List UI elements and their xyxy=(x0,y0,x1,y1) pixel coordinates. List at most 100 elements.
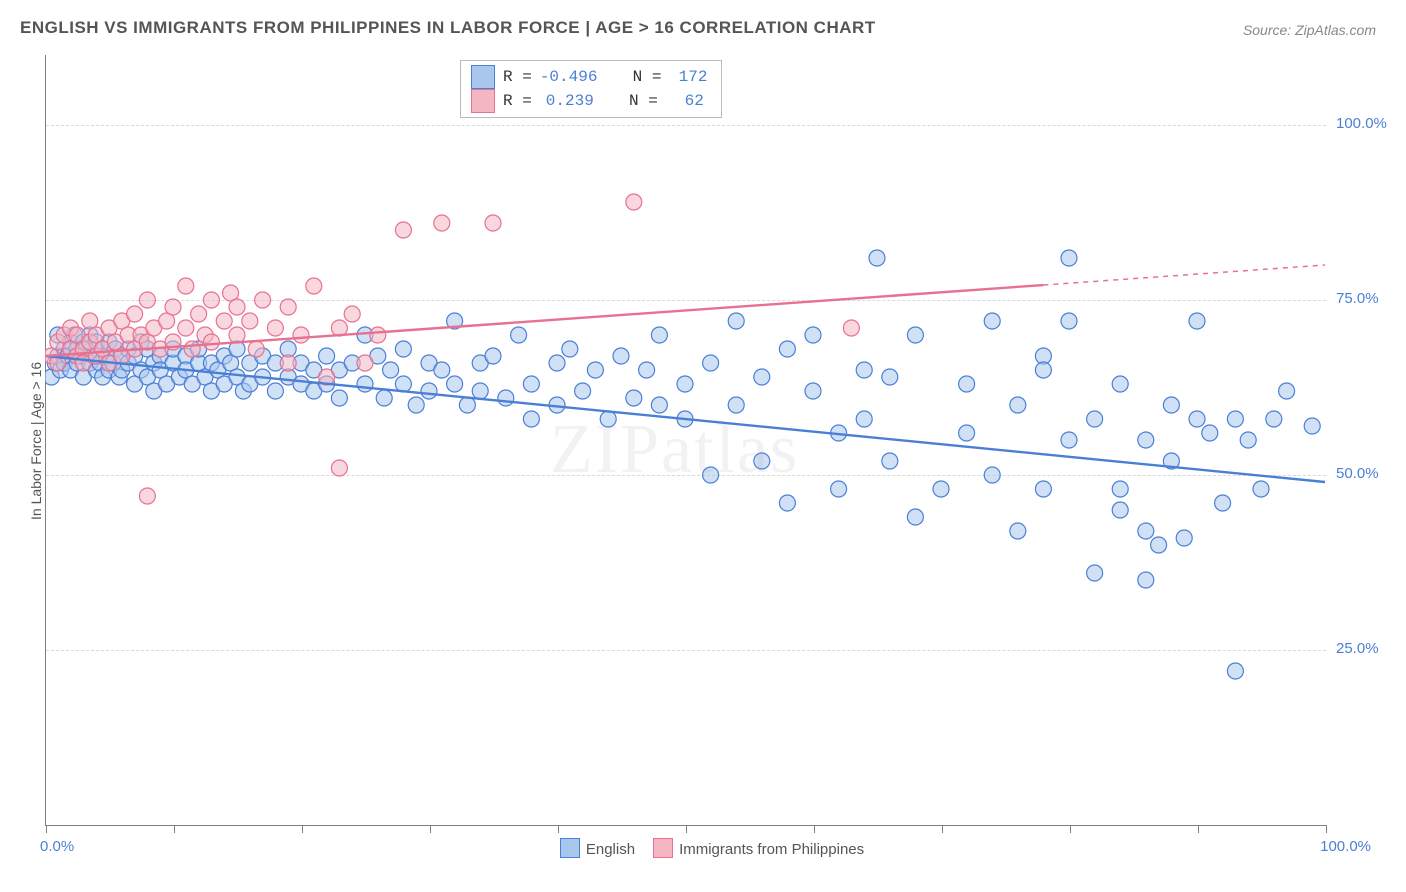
data-point xyxy=(280,355,296,371)
data-point xyxy=(184,341,200,357)
x-tick xyxy=(46,825,47,833)
x-tick xyxy=(814,825,815,833)
data-point xyxy=(1215,495,1231,511)
data-point xyxy=(754,453,770,469)
data-point xyxy=(459,397,475,413)
data-point xyxy=(267,320,283,336)
data-point xyxy=(1112,481,1128,497)
data-point xyxy=(959,425,975,441)
data-point xyxy=(779,341,795,357)
data-point xyxy=(933,481,949,497)
data-point xyxy=(434,215,450,231)
data-point xyxy=(626,194,642,210)
data-point xyxy=(1087,411,1103,427)
data-point xyxy=(1035,481,1051,497)
chart-title: ENGLISH VS IMMIGRANTS FROM PHILIPPINES I… xyxy=(20,18,876,38)
trend-line-dashed xyxy=(1043,265,1325,285)
data-point xyxy=(1202,425,1218,441)
x-tick xyxy=(174,825,175,833)
y-tick-label: 25.0% xyxy=(1336,640,1379,657)
data-point xyxy=(242,313,258,329)
data-point xyxy=(421,383,437,399)
data-point xyxy=(178,320,194,336)
data-point xyxy=(1304,418,1320,434)
data-point xyxy=(434,362,450,378)
data-point xyxy=(280,299,296,315)
y-tick-label: 100.0% xyxy=(1336,115,1387,132)
data-point xyxy=(587,362,603,378)
r-label: R = xyxy=(503,92,532,110)
data-point xyxy=(907,509,923,525)
data-point xyxy=(1279,383,1295,399)
data-point xyxy=(959,376,975,392)
data-point xyxy=(331,390,347,406)
data-point xyxy=(1112,376,1128,392)
data-point xyxy=(485,215,501,231)
data-point xyxy=(1112,502,1128,518)
data-point xyxy=(319,348,335,364)
data-point xyxy=(472,383,488,399)
n-label: N = xyxy=(629,92,658,110)
data-point xyxy=(139,488,155,504)
chart-container: ENGLISH VS IMMIGRANTS FROM PHILIPPINES I… xyxy=(0,0,1406,892)
data-point xyxy=(216,313,232,329)
data-point xyxy=(1087,565,1103,581)
y-tick-label: 75.0% xyxy=(1336,290,1379,307)
data-point xyxy=(984,313,1000,329)
x-tick xyxy=(686,825,687,833)
x-tick xyxy=(558,825,559,833)
correlation-legend: R = -0.496 N = 172 R = 0.239 N = 62 xyxy=(460,60,722,118)
data-point xyxy=(1227,411,1243,427)
data-point xyxy=(1035,362,1051,378)
data-point xyxy=(1138,572,1154,588)
data-point xyxy=(1176,530,1192,546)
data-point xyxy=(1189,411,1205,427)
data-point xyxy=(344,306,360,322)
n-value: 62 xyxy=(666,92,704,110)
data-point xyxy=(1253,481,1269,497)
data-point xyxy=(1010,523,1026,539)
data-point xyxy=(203,292,219,308)
data-point xyxy=(754,369,770,385)
n-label: N = xyxy=(633,68,662,86)
data-point xyxy=(395,222,411,238)
r-value: 0.239 xyxy=(540,92,594,110)
data-point xyxy=(1227,663,1243,679)
data-point xyxy=(882,453,898,469)
legend-swatch xyxy=(471,65,495,89)
data-point xyxy=(600,411,616,427)
data-point xyxy=(178,278,194,294)
data-point xyxy=(229,299,245,315)
data-point xyxy=(408,397,424,413)
data-point xyxy=(1138,523,1154,539)
data-point xyxy=(1240,432,1256,448)
data-point xyxy=(523,376,539,392)
data-point xyxy=(728,397,744,413)
data-point xyxy=(805,327,821,343)
data-point xyxy=(165,299,181,315)
data-point xyxy=(984,467,1000,483)
legend-label: Immigrants from Philippines xyxy=(679,841,864,858)
data-point xyxy=(383,362,399,378)
data-point xyxy=(856,362,872,378)
x-tick xyxy=(302,825,303,833)
data-point xyxy=(1138,432,1154,448)
data-point xyxy=(613,348,629,364)
x-tick xyxy=(942,825,943,833)
data-point xyxy=(907,327,923,343)
data-point xyxy=(1163,397,1179,413)
data-point xyxy=(882,369,898,385)
legend-swatch xyxy=(560,838,580,858)
data-point xyxy=(549,355,565,371)
data-point xyxy=(370,327,386,343)
data-point xyxy=(651,327,667,343)
data-point xyxy=(511,327,527,343)
data-point xyxy=(1010,397,1026,413)
x-tick xyxy=(1070,825,1071,833)
data-point xyxy=(843,320,859,336)
x-tick xyxy=(1326,825,1327,833)
x-tick xyxy=(430,825,431,833)
data-point xyxy=(255,292,271,308)
legend-row: R = -0.496 N = 172 xyxy=(471,65,707,89)
data-point xyxy=(293,327,309,343)
